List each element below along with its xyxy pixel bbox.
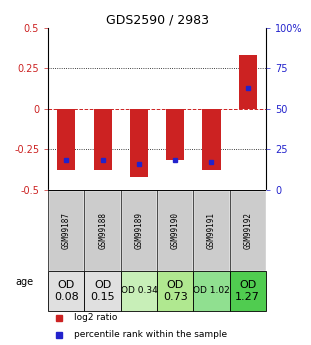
Text: OD
0.73: OD 0.73 xyxy=(163,280,188,302)
Text: percentile rank within the sample: percentile rank within the sample xyxy=(74,331,227,339)
Text: GSM99192: GSM99192 xyxy=(243,211,252,249)
Bar xyxy=(193,271,230,311)
Text: GSM99191: GSM99191 xyxy=(207,211,216,249)
Text: GSM99188: GSM99188 xyxy=(98,211,107,249)
Bar xyxy=(130,109,148,177)
Title: GDS2590 / 2983: GDS2590 / 2983 xyxy=(105,13,209,27)
Text: log2 ratio: log2 ratio xyxy=(74,313,118,322)
Bar xyxy=(57,109,75,170)
Bar xyxy=(166,109,184,160)
Bar xyxy=(48,190,85,271)
Bar xyxy=(157,271,193,311)
Text: OD
0.08: OD 0.08 xyxy=(54,280,79,302)
Bar xyxy=(202,109,220,170)
Text: GSM99189: GSM99189 xyxy=(134,211,143,249)
Text: OD
1.27: OD 1.27 xyxy=(235,280,260,302)
Bar xyxy=(239,55,257,109)
Bar xyxy=(121,190,157,271)
Text: OD 0.34: OD 0.34 xyxy=(121,286,157,295)
Bar xyxy=(157,190,193,271)
Bar xyxy=(85,271,121,311)
Text: GSM99187: GSM99187 xyxy=(62,211,71,249)
Bar xyxy=(193,190,230,271)
Bar xyxy=(230,190,266,271)
Bar xyxy=(121,271,157,311)
Bar xyxy=(230,271,266,311)
Bar xyxy=(94,109,112,170)
Text: OD 1.02: OD 1.02 xyxy=(193,286,230,295)
Bar xyxy=(85,190,121,271)
Bar xyxy=(48,271,85,311)
Text: age: age xyxy=(16,277,34,287)
Text: GSM99190: GSM99190 xyxy=(171,211,180,249)
Text: OD
0.15: OD 0.15 xyxy=(90,280,115,302)
